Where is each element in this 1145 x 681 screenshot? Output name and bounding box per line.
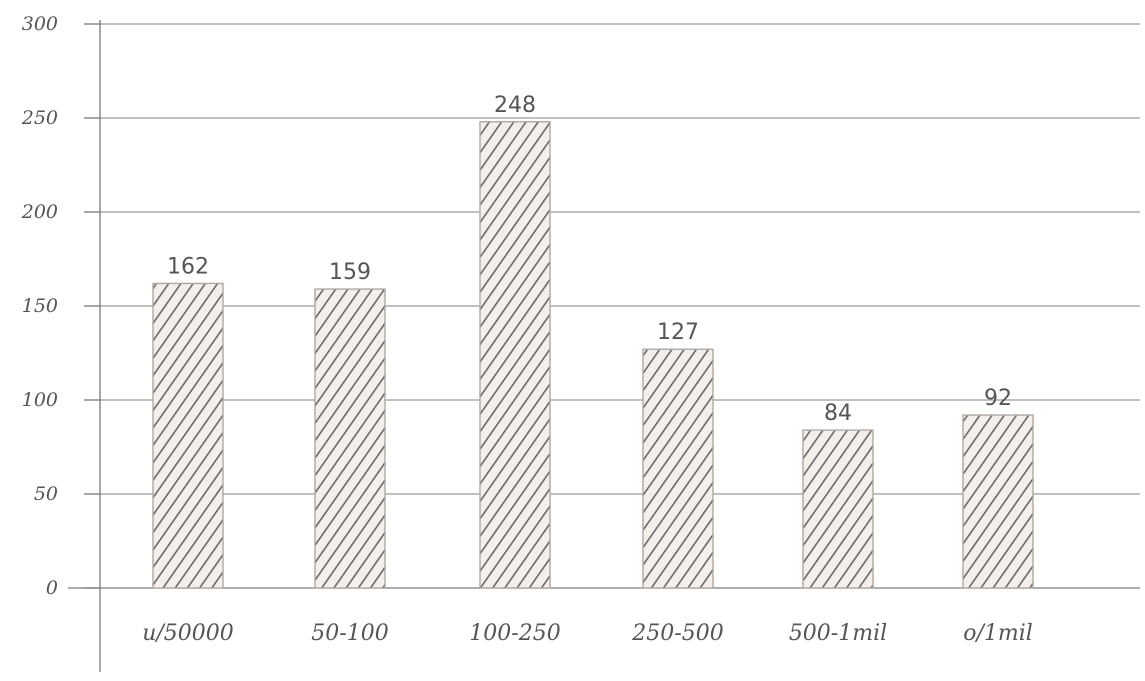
ytick-label-100: 100 bbox=[22, 389, 58, 411]
ytick-label-150: 150 bbox=[22, 295, 58, 317]
data-label-250-500: 127 bbox=[657, 320, 699, 345]
ytick-label-0: 0 bbox=[46, 577, 58, 599]
bar-u/50000 bbox=[152, 282, 224, 589]
x-axis-ticks: u/50000 50-100 100-250 250-500 500-1mil o/1mi… bbox=[142, 621, 1033, 646]
data-label-u/50000: 162 bbox=[167, 254, 209, 279]
bar-500-1mil bbox=[802, 429, 874, 589]
ytick-label-200: 200 bbox=[21, 201, 58, 223]
axes bbox=[68, 20, 1140, 672]
bar-100-250 bbox=[479, 121, 551, 589]
xtick-label-100-250: 100-250 bbox=[469, 621, 560, 646]
xtick-label-u/50000: u/50000 bbox=[142, 621, 234, 646]
bar-250-500 bbox=[642, 348, 714, 589]
bar-50-100 bbox=[314, 288, 386, 589]
bars bbox=[152, 121, 1034, 589]
ytick-label-50: 50 bbox=[34, 483, 58, 505]
ytick-label-250: 250 bbox=[21, 107, 58, 129]
xtick-label-o/1mil: o/1mil bbox=[963, 621, 1033, 646]
y-axis-ticks: 0 50 100 150 200 250 300 bbox=[21, 13, 100, 599]
xtick-label-50-100: 50-100 bbox=[311, 621, 388, 646]
xtick-label-250-500: 250-500 bbox=[631, 621, 723, 646]
data-label-50-100: 159 bbox=[329, 260, 371, 285]
data-labels: 162 159 248 127 84 92 bbox=[167, 93, 1012, 426]
data-label-500-1mil: 84 bbox=[824, 401, 852, 426]
data-label-o/1mil: 92 bbox=[984, 386, 1012, 411]
xtick-label-500-1mil: 500-1mil bbox=[789, 621, 887, 646]
ytick-label-300: 300 bbox=[22, 13, 58, 35]
bar-o/1mil bbox=[962, 414, 1034, 589]
data-label-100-250: 248 bbox=[494, 93, 536, 118]
